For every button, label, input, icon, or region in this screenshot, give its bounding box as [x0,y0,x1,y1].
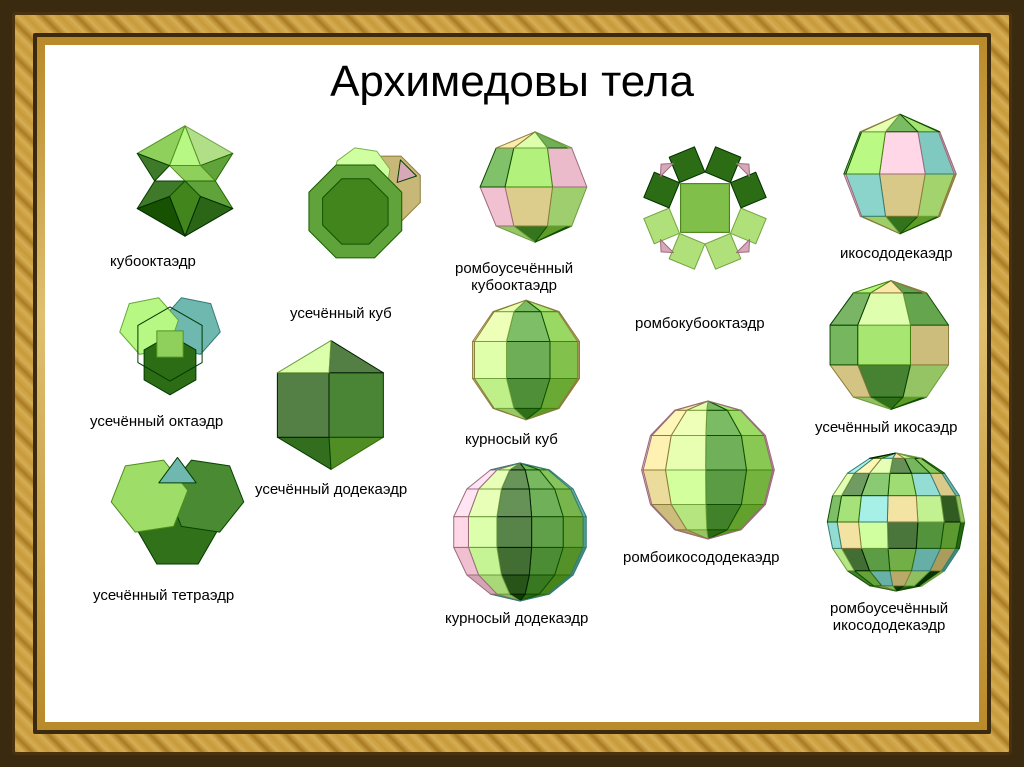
cuboctahedron-label: кубооктаэдр [110,253,196,270]
poster-canvas: Архимедовы тела кубооктаэдр усечённый куб… [45,45,979,722]
rhombicosidodecahedron-icon [633,395,783,545]
truncated-icosahedron-icon [821,275,961,415]
truncated-cube-icon [295,135,435,275]
rhombitruncated-cuboctahedron-icon [475,127,595,247]
snub-dodecahedron-label: курносый додекаэдр [445,610,588,627]
rhombicosidodecahedron-label: ромбоикосододекаэдр [623,549,779,566]
truncated-octahedron-figure [105,279,235,409]
icosidodecahedron-icon [835,109,965,239]
rhombicuboctahedron-icon [630,133,780,283]
truncated-octahedron-icon [105,279,235,409]
truncated-dodecahedron-figure [261,335,401,475]
snub-cube-figure [461,295,591,425]
snub-dodecahedron-icon [445,457,595,607]
rhombicuboctahedron-figure [630,133,780,283]
rhombitruncated-cuboctahedron-figure [475,127,595,247]
truncated-tetrahedron-icon [105,437,250,582]
icosidodecahedron-figure [835,109,965,239]
rhombitruncated-cuboctahedron-label: ромбоусечённый кубооктаэдр [455,260,573,294]
picture-frame: Архимедовы тела кубооктаэдр усечённый куб… [0,0,1024,767]
snub-cube-icon [461,295,591,425]
cuboctahedron-figure [125,121,245,241]
rhombitruncated-icosidodecahedron-label: ромбоусечённый икосододекаэдр [830,600,948,634]
truncated-tetrahedron-label: усечённый тетраэдр [93,587,234,604]
picture-frame-gilt: Архимедовы тела кубооктаэдр усечённый куб… [12,12,1012,755]
truncated-icosahedron-figure [821,275,961,415]
truncated-tetrahedron-figure [105,437,250,582]
truncated-dodecahedron-label: усечённый додекаэдр [255,481,407,498]
poster-title: Архимедовы тела [45,57,979,107]
rhombitruncated-icosidodecahedron-figure [821,447,971,597]
snub-cube-label: курносый куб [465,431,558,448]
truncated-cube-label: усечённый куб [290,305,392,322]
picture-frame-inner: Архимедовы тела кубооктаэдр усечённый куб… [33,33,991,734]
rhombicuboctahedron-label: ромбокубооктаэдр [635,315,765,332]
truncated-icosahedron-label: усечённый икосаэдр [815,419,957,436]
cuboctahedron-icon [125,121,245,241]
snub-dodecahedron-figure [445,457,595,607]
icosidodecahedron-label: икосододекаэдр [840,245,953,262]
truncated-dodecahedron-icon [261,335,401,475]
rhombitruncated-icosidodecahedron-icon [821,447,971,597]
truncated-cube-figure [295,135,435,275]
rhombicosidodecahedron-figure [633,395,783,545]
truncated-octahedron-label: усечённый октаэдр [90,413,223,430]
